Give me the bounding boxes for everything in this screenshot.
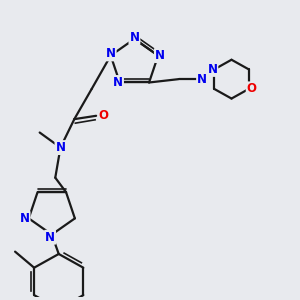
Text: N: N — [113, 76, 123, 89]
Text: O: O — [99, 109, 109, 122]
Text: N: N — [45, 231, 55, 244]
Text: N: N — [129, 31, 140, 44]
Text: N: N — [106, 47, 116, 60]
Text: N: N — [56, 141, 65, 154]
Text: N: N — [207, 63, 218, 76]
Text: N: N — [20, 212, 30, 225]
Text: O: O — [247, 82, 257, 95]
Text: N: N — [197, 73, 207, 85]
Text: N: N — [155, 49, 165, 62]
